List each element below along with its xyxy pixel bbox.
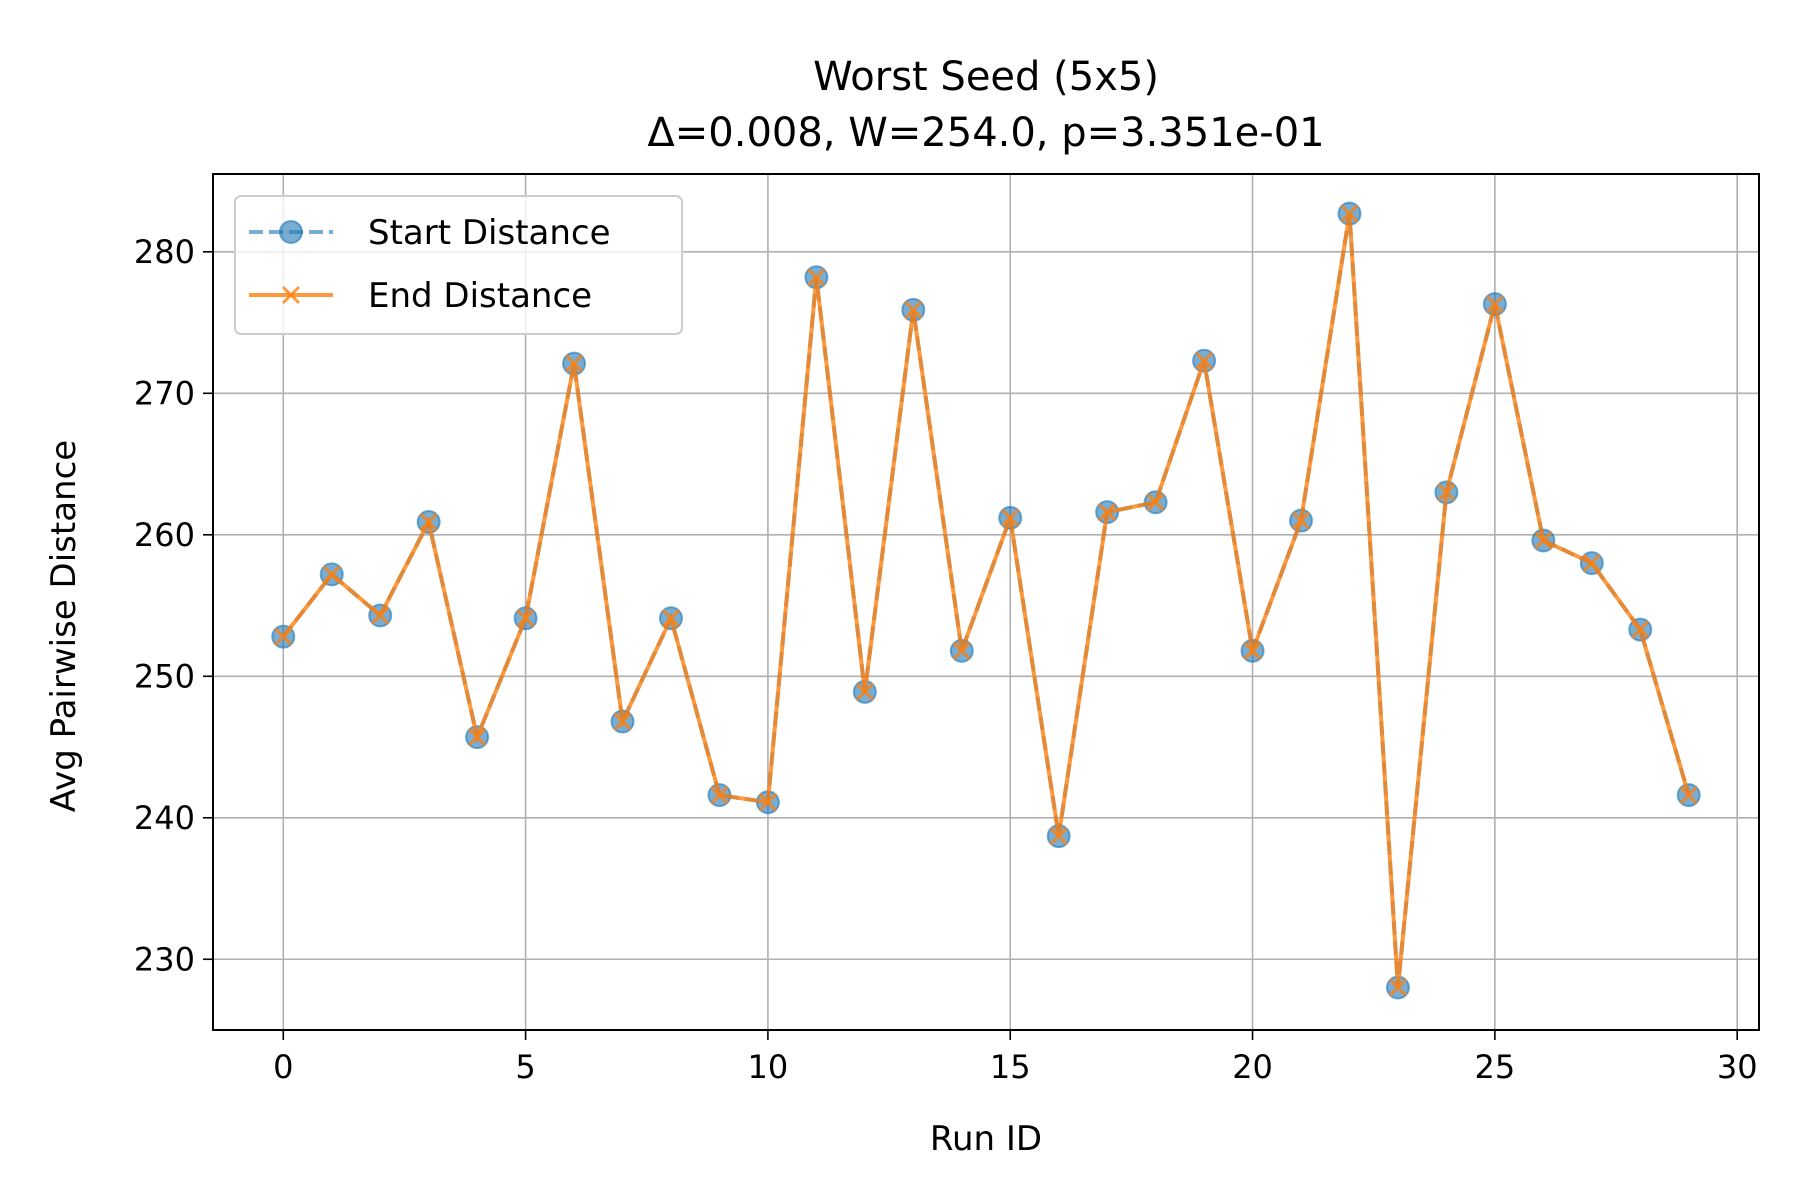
x-tick-label: 30 [1717,1048,1758,1086]
x-tick-label: 5 [515,1048,535,1086]
end-distance-point [758,793,777,812]
x-tick-label: 20 [1232,1048,1273,1086]
plot-frame [212,173,1760,1031]
end-distance-point [613,712,632,731]
end-distance-point [468,728,487,747]
y-tick-label: 230 [134,940,195,978]
end-distance-point [1534,531,1553,550]
y-axis-label: Avg Pairwise Distance [44,440,84,812]
y-tick-label: 280 [134,233,195,271]
series-layer [271,201,1701,1000]
x-axis-label: Run ID [930,1119,1042,1159]
end-distance-line [281,213,1691,988]
end-distance-point [1437,483,1456,502]
chart-subtitle: Δ=0.008, W=254.0, p=3.351e-01 [647,110,1324,156]
y-tick-label: 260 [134,516,195,554]
y-tick-label: 270 [134,374,195,412]
end-distance-point [1001,508,1020,527]
legend-end-label: End Distance [368,276,592,316]
end-distance-point [1291,511,1311,530]
end-distance-point [1388,978,1408,997]
chart-title: Worst Seed (5x5) [813,54,1159,100]
end-distance-point [807,268,826,287]
end-distance-point [1195,351,1214,370]
end-distance-point [1485,295,1504,314]
x-tick-label: 25 [1475,1048,1516,1086]
end-distance-point [322,565,341,584]
end-distance-point [419,512,438,532]
legend-end-marker [281,285,301,305]
y-tick-label: 250 [134,657,195,695]
end-distance-point [1098,503,1117,522]
end-distance-point [952,641,971,660]
grid [213,174,1759,1030]
legend-start-label: Start Distance [368,213,611,253]
end-distance-point [1340,204,1359,223]
legend: Start Distance End Distance [234,195,683,335]
ticks: 0 5 10 15 20 25 30 230 240 250 260 270 280 [134,233,1758,1086]
y-tick-label: 240 [134,799,195,837]
end-distance-point [516,609,535,628]
end-distance-point [855,682,874,701]
end-distance-point [274,627,293,646]
end-distance-point [1243,641,1262,660]
end-distance-point [1049,827,1068,846]
end-distance-point [1679,786,1698,805]
legend-box [234,195,683,335]
end-distance-point [1146,493,1165,512]
end-distance-point [904,300,923,319]
x-tick-label: 0 [273,1048,293,1086]
series-end-distance [274,204,1698,997]
end-distance-point [1631,620,1650,639]
end-distance-point [1582,554,1601,573]
end-distance-point [710,786,729,805]
x-tick-label: 15 [990,1048,1031,1086]
end-distance-point [564,354,584,373]
x-tick-label: 10 [748,1048,789,1086]
legend-start-marker [279,220,303,244]
end-distance-point [371,606,390,625]
end-distance-point [661,609,681,628]
